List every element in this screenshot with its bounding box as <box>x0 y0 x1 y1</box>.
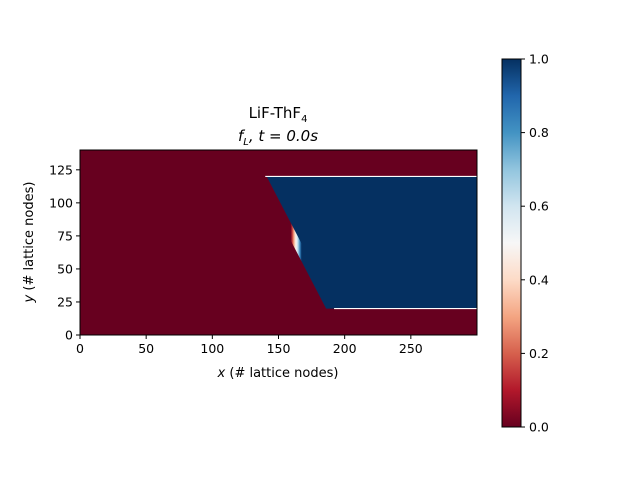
heatmap-plot-area <box>80 150 477 335</box>
y-tick-label: 50 <box>57 261 73 276</box>
x-tick-label: 100 <box>200 341 224 356</box>
chart-title: LiF-ThF4 <box>249 104 308 125</box>
colorbar-tick-label: 0.0 <box>529 420 549 435</box>
colorbar-ticks: 0.0 0.2 0.4 0.6 0.8 1.0 <box>521 52 549 435</box>
y-axis-ticks: 0 25 50 75 100 125 <box>49 162 80 343</box>
colorbar <box>501 58 522 428</box>
colorbar-tick-label: 1.0 <box>529 52 549 67</box>
y-axis-label: y (# lattice nodes) <box>22 182 37 304</box>
x-tick-label: 150 <box>267 341 291 356</box>
x-tick-label: 250 <box>399 341 423 356</box>
y-tick-label: 75 <box>57 228 73 243</box>
y-tick-label: 100 <box>49 195 73 210</box>
colorbar-tick-label: 0.2 <box>529 346 549 361</box>
x-axis-ticks: 0 50 100 150 200 250 <box>76 335 423 356</box>
chart-subtitle: fL, t = 0.0s <box>238 127 318 148</box>
x-tick-label: 0 <box>76 341 84 356</box>
colorbar-tick-label: 0.6 <box>529 199 549 214</box>
heatmap-liquid-region <box>265 176 477 309</box>
y-tick-label: 0 <box>65 328 73 343</box>
y-tick-label: 125 <box>49 162 73 177</box>
x-tick-label: 50 <box>138 341 154 356</box>
colorbar-tick-label: 0.8 <box>529 125 549 140</box>
x-axis-label: x (# lattice nodes) <box>217 366 339 381</box>
colorbar-tick-label: 0.4 <box>529 272 549 287</box>
x-tick-label: 200 <box>333 341 357 356</box>
y-tick-label: 25 <box>57 294 73 309</box>
heatmap-interface-band <box>257 176 336 309</box>
